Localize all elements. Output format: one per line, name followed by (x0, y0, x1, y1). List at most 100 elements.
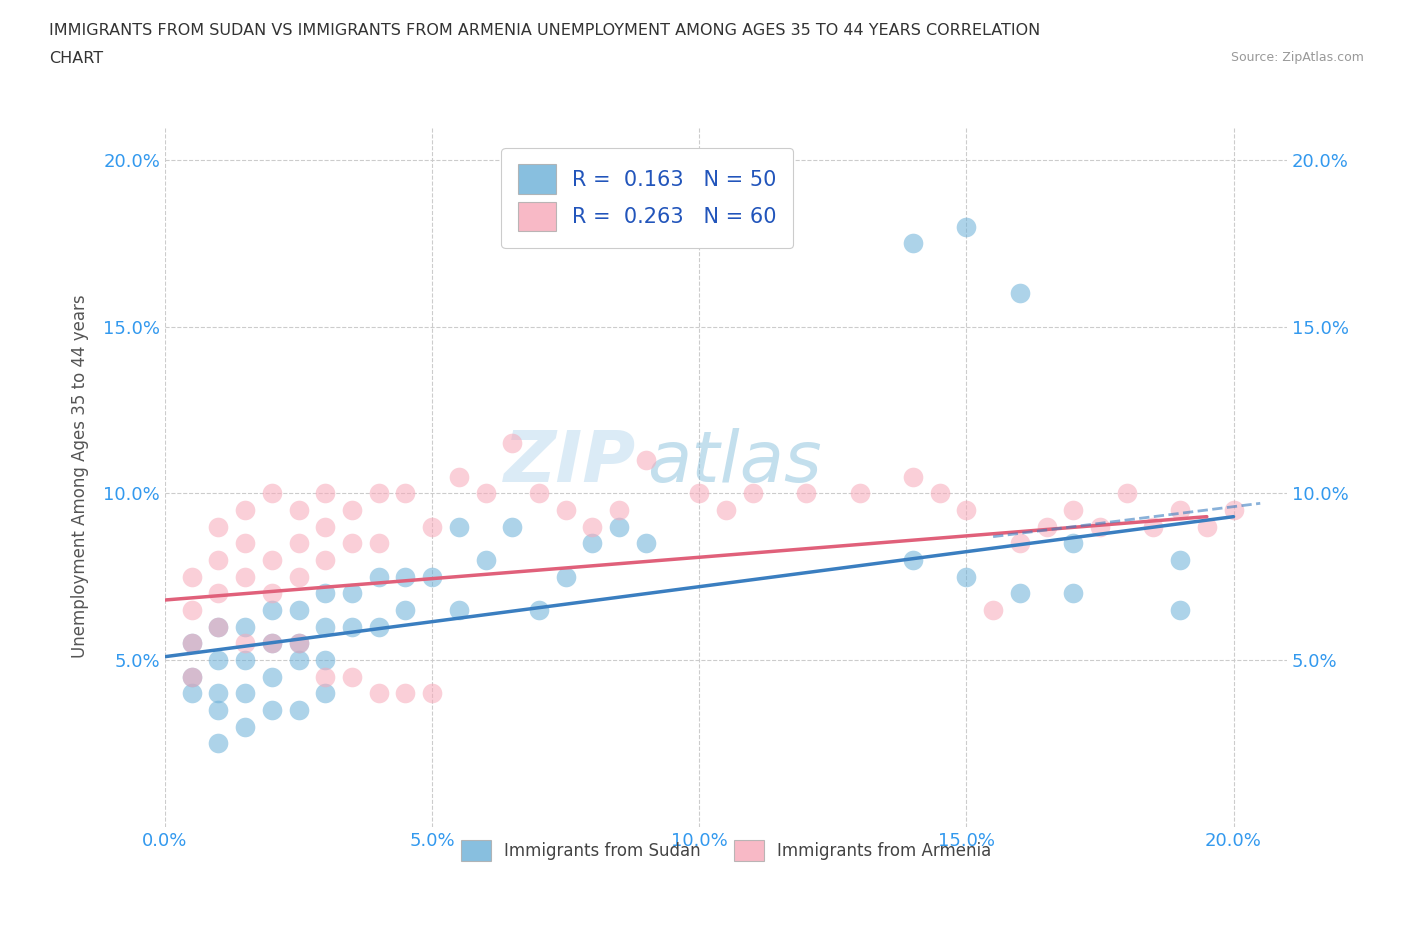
Point (527, 603, 550, 618)
Point (260, 552, 283, 567)
Point (233, 536, 256, 551)
Point (607, 502, 630, 517)
Point (340, 670, 363, 684)
Point (955, 502, 977, 517)
Point (1168, 603, 1191, 618)
Point (180, 603, 202, 618)
Point (287, 636, 309, 651)
Point (901, 236, 924, 251)
Point (447, 603, 470, 618)
Point (207, 586, 229, 601)
Point (394, 569, 416, 584)
Point (233, 569, 256, 584)
Point (180, 569, 202, 584)
Point (394, 485, 416, 500)
Point (180, 636, 202, 651)
Point (233, 719, 256, 734)
Point (314, 552, 336, 567)
Text: IMMIGRANTS FROM SUDAN VS IMMIGRANTS FROM ARMENIA UNEMPLOYMENT AMONG AGES 35 TO 4: IMMIGRANTS FROM SUDAN VS IMMIGRANTS FROM… (49, 23, 1040, 38)
Point (420, 519, 443, 534)
Point (474, 485, 496, 500)
Point (1168, 552, 1191, 567)
Point (180, 670, 202, 684)
Point (554, 569, 576, 584)
Point (527, 485, 550, 500)
Point (340, 586, 363, 601)
Point (287, 702, 309, 717)
Point (955, 569, 977, 584)
Point (1062, 502, 1084, 517)
Point (180, 670, 202, 684)
Point (607, 519, 630, 534)
Point (233, 619, 256, 634)
Text: ZIP: ZIP (503, 428, 637, 498)
Point (367, 619, 389, 634)
Point (501, 519, 523, 534)
Point (634, 453, 657, 468)
Point (260, 702, 283, 717)
Point (287, 569, 309, 584)
Point (1222, 502, 1244, 517)
Point (501, 436, 523, 451)
Point (1142, 519, 1164, 534)
Point (1035, 519, 1057, 534)
Point (367, 485, 389, 500)
Point (420, 686, 443, 701)
Point (207, 619, 229, 634)
Point (233, 686, 256, 701)
Point (581, 536, 603, 551)
Point (1008, 586, 1031, 601)
Text: atlas: atlas (647, 428, 823, 498)
Point (1008, 286, 1031, 300)
Point (367, 536, 389, 551)
Point (287, 636, 309, 651)
Point (314, 670, 336, 684)
Point (314, 586, 336, 601)
Point (314, 519, 336, 534)
Point (394, 603, 416, 618)
Point (714, 502, 737, 517)
Point (340, 619, 363, 634)
Point (260, 586, 283, 601)
Point (260, 636, 283, 651)
Point (741, 485, 763, 500)
Point (928, 485, 950, 500)
Point (260, 636, 283, 651)
Point (287, 536, 309, 551)
Point (207, 653, 229, 668)
Point (233, 502, 256, 517)
Point (901, 552, 924, 567)
Point (314, 653, 336, 668)
Text: Source: ZipAtlas.com: Source: ZipAtlas.com (1230, 51, 1364, 64)
Y-axis label: Unemployment Among Ages 35 to 44 years: Unemployment Among Ages 35 to 44 years (72, 295, 89, 658)
Point (233, 636, 256, 651)
Point (340, 502, 363, 517)
Point (314, 619, 336, 634)
Point (688, 485, 710, 500)
Point (314, 686, 336, 701)
Point (1168, 502, 1191, 517)
Point (634, 536, 657, 551)
Point (1088, 519, 1111, 534)
Point (447, 470, 470, 485)
Point (1062, 536, 1084, 551)
Point (554, 502, 576, 517)
Point (287, 653, 309, 668)
Point (287, 502, 309, 517)
Point (420, 569, 443, 584)
Point (207, 552, 229, 567)
Point (1195, 519, 1218, 534)
Point (1115, 485, 1137, 500)
Point (367, 686, 389, 701)
Point (207, 519, 229, 534)
Point (981, 603, 1004, 618)
Point (233, 653, 256, 668)
Point (447, 519, 470, 534)
Point (314, 485, 336, 500)
Point (1008, 536, 1031, 551)
Point (207, 619, 229, 634)
Point (260, 485, 283, 500)
Text: CHART: CHART (49, 51, 103, 66)
Point (394, 686, 416, 701)
Point (955, 219, 977, 234)
